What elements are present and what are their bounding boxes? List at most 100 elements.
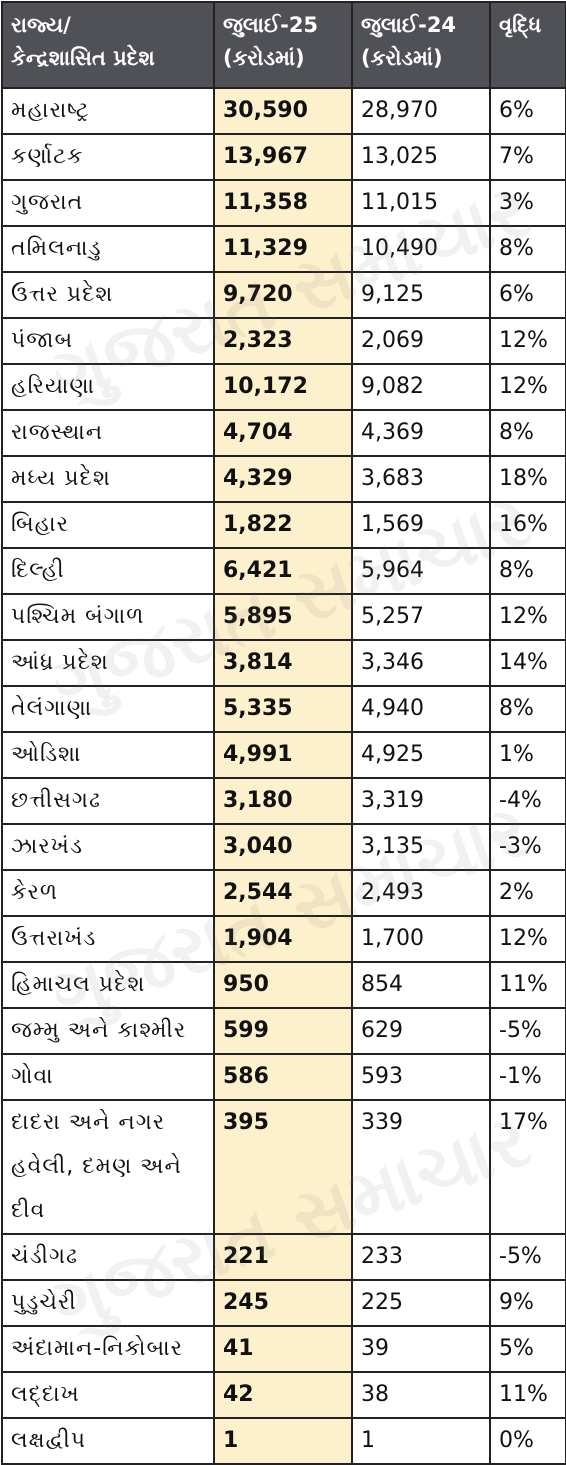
- table-row: તેલંગાણા 5,335 4,940 8%: [1, 685, 566, 733]
- growth-cell: 8%: [489, 547, 566, 595]
- table-row: રાજસ્થાન 4,704 4,369 8%: [1, 409, 566, 457]
- growth-cell: 12%: [489, 593, 566, 641]
- july-2024-cell: 593: [351, 1053, 491, 1101]
- july-2024-cell: 854: [351, 961, 491, 1009]
- table-row: પંજાબ 2,323 2,069 12%: [1, 317, 566, 365]
- july-2025-cell: 41: [213, 1325, 353, 1373]
- state-cell: પંજાબ: [1, 317, 215, 365]
- table-row: પશ્ચિમ બંગાળ 5,895 5,257 12%: [1, 593, 566, 641]
- table-row: આંધ્ર પ્રદેશ 3,814 3,346 14%: [1, 639, 566, 687]
- header-growth: વૃદ્ધિ: [489, 1, 566, 89]
- table-header: રાજ્ય/ કેન્દ્રશાસિત પ્રદેશ જુલાઈ-25 (કરો…: [1, 1, 566, 89]
- growth-cell: -5%: [489, 1233, 566, 1281]
- july-2025-cell: 42: [213, 1371, 353, 1419]
- july-2024-cell: 2,069: [351, 317, 491, 365]
- july-2025-cell: 221: [213, 1233, 353, 1281]
- july-2024-cell: 339: [351, 1099, 491, 1235]
- july-2024-cell: 1: [351, 1417, 491, 1465]
- july-2025-cell: 1,822: [213, 501, 353, 549]
- july-2025-cell: 1: [213, 1417, 353, 1465]
- growth-cell: 12%: [489, 317, 566, 365]
- growth-cell: 12%: [489, 915, 566, 963]
- july-2024-cell: 3,346: [351, 639, 491, 687]
- state-cell: હરિયાણા: [1, 363, 215, 411]
- july-2024-cell: 5,257: [351, 593, 491, 641]
- header-growth-label: વૃદ્ધિ: [499, 13, 542, 37]
- table-row: ઉત્તરાખંડ 1,904 1,700 12%: [1, 915, 566, 963]
- july-2025-cell: 2,323: [213, 317, 353, 365]
- state-cell: અંદામાન-નિકોબાર: [1, 1325, 215, 1373]
- table-row: ગોવા 586 593 -1%: [1, 1053, 566, 1101]
- header-jul25-line1: જુલાઈ-25: [223, 13, 319, 37]
- july-2025-cell: 3,040: [213, 823, 353, 871]
- state-cell: લક્ષદ્વીપ: [1, 1417, 215, 1465]
- july-2024-cell: 39: [351, 1325, 491, 1373]
- state-cell: ગુજરાત: [1, 179, 215, 227]
- growth-cell: 12%: [489, 363, 566, 411]
- state-cell: ઉત્તરાખંડ: [1, 915, 215, 963]
- july-2024-cell: 38: [351, 1371, 491, 1419]
- growth-cell: -5%: [489, 1007, 566, 1055]
- growth-cell: 11%: [489, 1371, 566, 1419]
- july-2025-cell: 3,814: [213, 639, 353, 687]
- growth-cell: -3%: [489, 823, 566, 871]
- header-jul25: જુલાઈ-25 (કરોડમાં): [213, 1, 353, 89]
- growth-cell: -1%: [489, 1053, 566, 1101]
- header-state-line2: કેન્દ્રશાસિત પ્રદેશ: [11, 46, 155, 70]
- july-2025-cell: 9,720: [213, 271, 353, 319]
- state-cell: કેરળ: [1, 869, 215, 917]
- july-2024-cell: 9,082: [351, 363, 491, 411]
- table-row: ચંડીગઢ 221 233 -5%: [1, 1233, 566, 1281]
- july-2024-cell: 629: [351, 1007, 491, 1055]
- july-2024-cell: 9,125: [351, 271, 491, 319]
- july-2024-cell: 225: [351, 1279, 491, 1327]
- state-cell: છત્તીસગઢ: [1, 777, 215, 825]
- table-row: કેરળ 2,544 2,493 2%: [1, 869, 566, 917]
- july-2024-cell: 233: [351, 1233, 491, 1281]
- july-2024-cell: 4,369: [351, 409, 491, 457]
- table-row: મહારાષ્ટ્ર 30,590 28,970 6%: [1, 87, 566, 135]
- table-row: ઝારખંડ 3,040 3,135 -3%: [1, 823, 566, 871]
- table-row: લદ્દાખ 42 38 11%: [1, 1371, 566, 1419]
- state-cell: ઉત્તર પ્રદેશ: [1, 271, 215, 319]
- july-2025-cell: 4,704: [213, 409, 353, 457]
- july-2024-cell: 3,135: [351, 823, 491, 871]
- state-cell: બિહાર: [1, 501, 215, 549]
- growth-cell: 6%: [489, 271, 566, 319]
- table-row: હિમાચલ પ્રદેશ 950 854 11%: [1, 961, 566, 1009]
- table-row: દાદરા અને નગર હવેલી, દમણ અને દીવ 395 339 17…: [1, 1099, 566, 1235]
- state-cell: મહારાષ્ટ્ર: [1, 87, 215, 135]
- state-cell: કર્ણાટક: [1, 133, 215, 181]
- state-cell: પશ્ચિમ બંગાળ: [1, 593, 215, 641]
- growth-cell: 5%: [489, 1325, 566, 1373]
- state-cell: ઝારખંડ: [1, 823, 215, 871]
- july-2025-cell: 1,904: [213, 915, 353, 963]
- header-state: રાજ્ય/ કેન્દ્રશાસિત પ્રદેશ: [1, 1, 215, 89]
- header-jul24-line1: જુલાઈ-24: [361, 13, 457, 37]
- table-row: છત્તીસગઢ 3,180 3,319 -4%: [1, 777, 566, 825]
- state-cell: તમિલનાડુ: [1, 225, 215, 273]
- growth-cell: 16%: [489, 501, 566, 549]
- july-2024-cell: 4,925: [351, 731, 491, 779]
- growth-cell: 2%: [489, 869, 566, 917]
- july-2025-cell: 599: [213, 1007, 353, 1055]
- july-2024-cell: 3,683: [351, 455, 491, 503]
- growth-cell: 11%: [489, 961, 566, 1009]
- growth-cell: 8%: [489, 685, 566, 733]
- july-2025-cell: 13,967: [213, 133, 353, 181]
- july-2024-cell: 11,015: [351, 179, 491, 227]
- state-cell: મધ્ય પ્રદેશ: [1, 455, 215, 503]
- july-2024-cell: 5,964: [351, 547, 491, 595]
- state-cell: ગોવા: [1, 1053, 215, 1101]
- table-row: ઓડિશા 4,991 4,925 1%: [1, 731, 566, 779]
- july-2024-cell: 1,700: [351, 915, 491, 963]
- table-row: હરિયાણા 10,172 9,082 12%: [1, 363, 566, 411]
- growth-cell: 8%: [489, 225, 566, 273]
- header-jul24: જુલાઈ-24 (કરોડમાં): [351, 1, 491, 89]
- july-2025-cell: 395: [213, 1099, 353, 1235]
- growth-cell: 18%: [489, 455, 566, 503]
- state-cell: પુડુચેરી: [1, 1279, 215, 1327]
- july-2025-cell: 6,421: [213, 547, 353, 595]
